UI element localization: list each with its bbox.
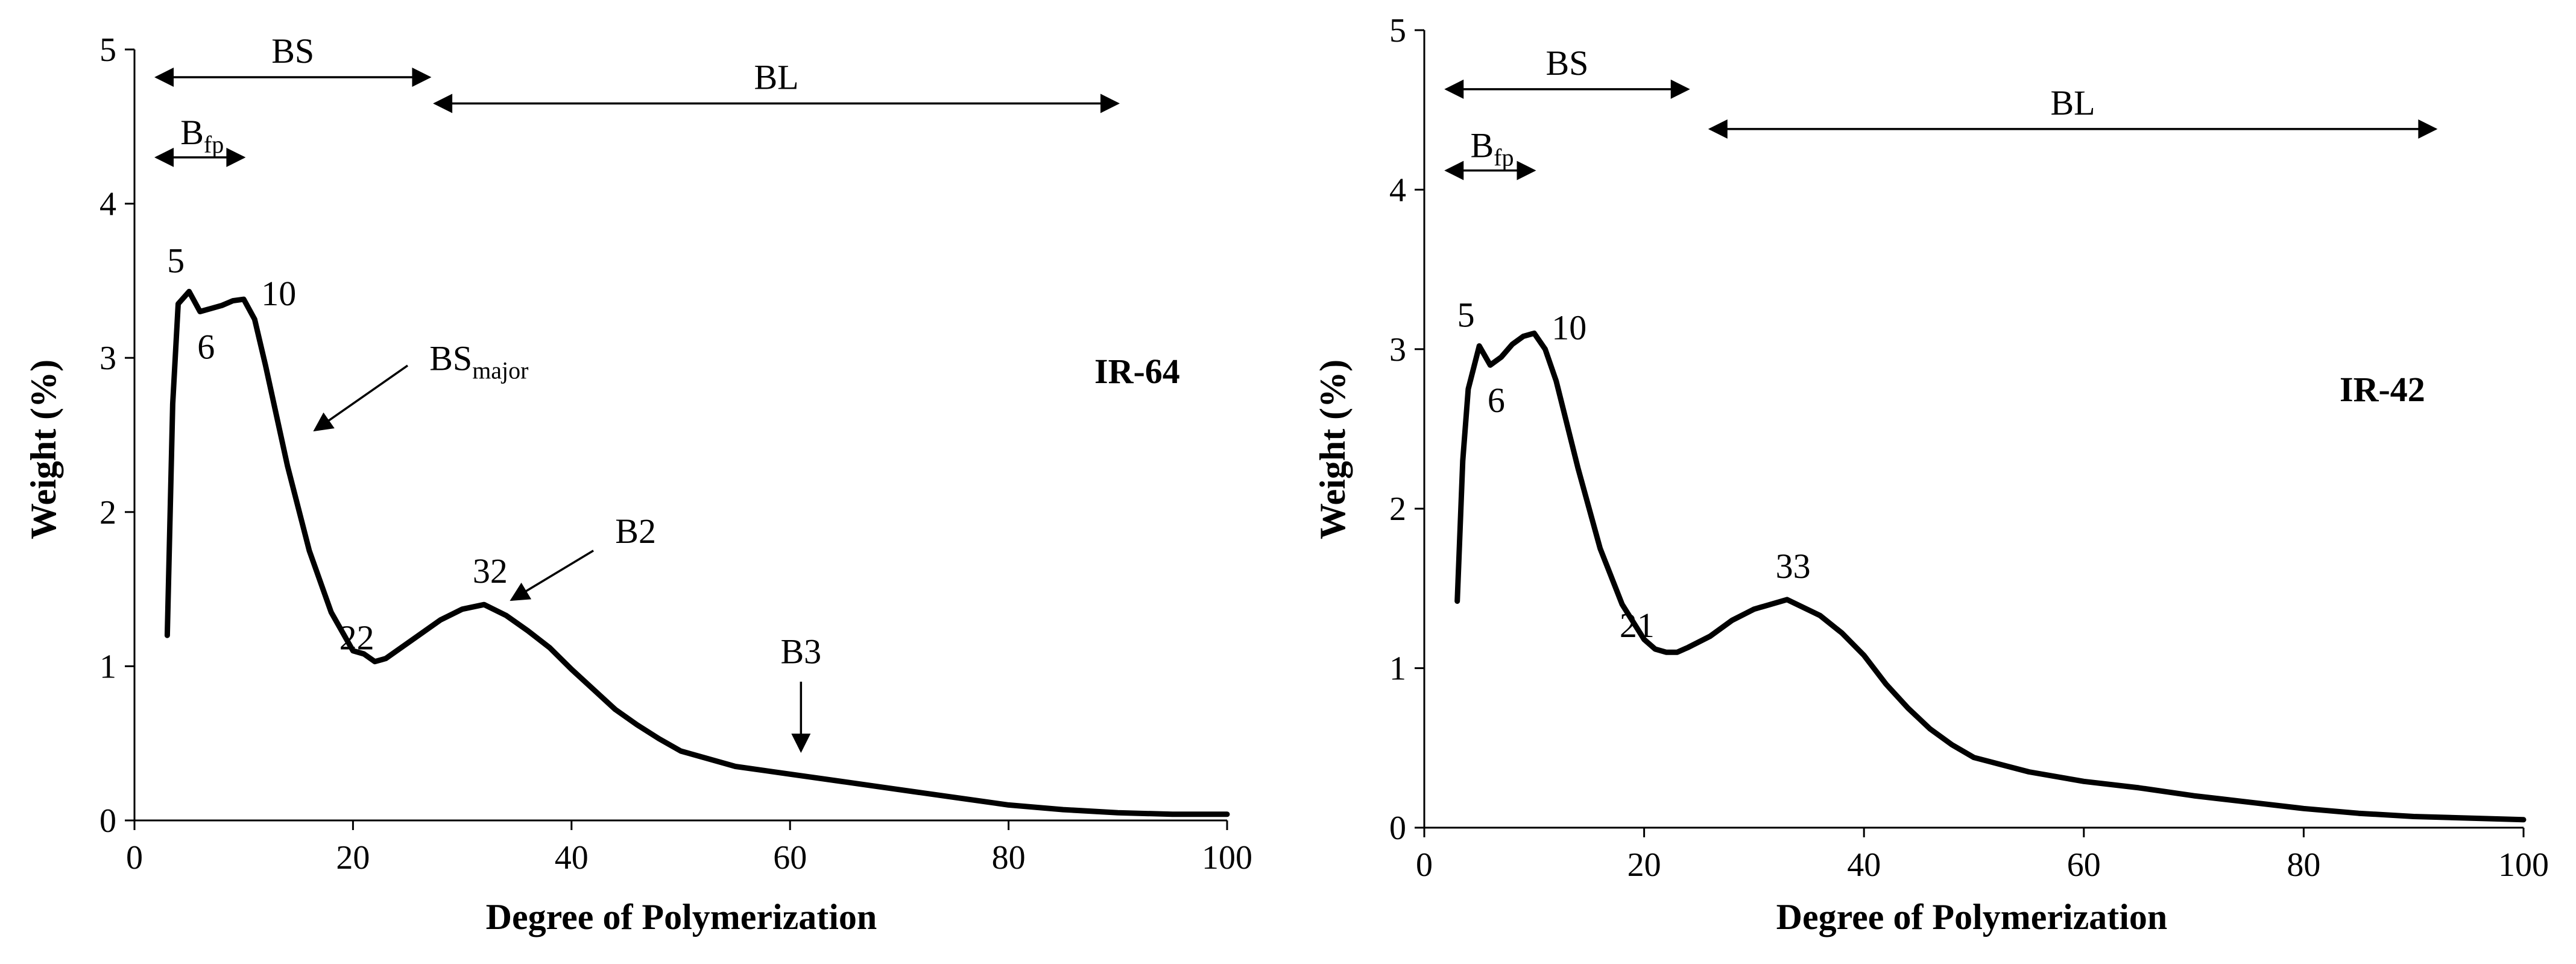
y-tick-label: 0 — [99, 802, 116, 840]
x-tick-label: 40 — [555, 839, 589, 877]
callout-label: B2 — [615, 512, 656, 551]
variety-label-ir42: IR-42 — [2340, 370, 2425, 409]
callout-arrow — [510, 550, 594, 601]
peak-label: 6 — [1488, 381, 1505, 420]
range-arrow-label: BS — [1546, 43, 1589, 83]
axes-ir42 — [1423, 30, 2524, 829]
callout-label-main: B3 — [780, 632, 821, 671]
x-tick-label: 100 — [2498, 846, 2549, 884]
range-arrow-label: BL — [754, 57, 798, 97]
y-tick-label: 4 — [1389, 171, 1406, 209]
y-axis-title-ir64: Weight (%) — [24, 360, 63, 539]
range-arrow-label-sub: fp — [1494, 144, 1514, 171]
range-arrow-label: BS — [271, 31, 314, 71]
y-tick-label: 2 — [99, 494, 116, 531]
x-tick-label: 20 — [1627, 846, 1661, 884]
x-tick-label: 80 — [992, 839, 1026, 877]
y-tick-label: 5 — [99, 31, 116, 69]
y-tick-label: 1 — [1389, 650, 1406, 688]
callout-label: BSmajor — [429, 339, 528, 384]
x-tick-label: 40 — [1847, 846, 1881, 884]
variety-label-ir64: IR-64 — [1094, 352, 1180, 391]
series-line — [1454, 330, 2527, 823]
y-axis-title-text: Weight (%) — [1313, 360, 1353, 539]
y-axis-title-text: Weight (%) — [24, 360, 63, 539]
peak-label: 32 — [473, 551, 508, 591]
y-tick-label: 1 — [99, 648, 116, 685]
x-axis-title-ir64: Degree of Polymerization — [486, 897, 877, 937]
ticks-ir42: 0 1 2 3 4 5 0 20 40 60 80 100 — [1389, 12, 2549, 884]
x-tick-label: 0 — [126, 839, 143, 877]
y-axis-title-ir42: Weight (%) — [1313, 360, 1353, 539]
ticks-ir64: 0 1 2 3 4 5 0 20 40 60 80 100 — [99, 31, 1252, 877]
callout-label-main: BS — [429, 339, 472, 378]
y-tick-label: 2 — [1389, 490, 1406, 528]
peak-label: 10 — [1552, 308, 1586, 347]
series-line — [164, 288, 1230, 817]
callout-arrow — [313, 364, 409, 432]
range-arrow-label-main: B — [1470, 126, 1494, 165]
peak-label: 10 — [261, 274, 296, 313]
peak-label: 6 — [197, 328, 215, 367]
range-arrow-label: Bfp — [180, 113, 224, 158]
x-tick-label: 100 — [1202, 839, 1252, 877]
y-tick-label: 5 — [1389, 12, 1406, 49]
x-tick-label: 0 — [1416, 846, 1433, 884]
y-tick-label: 3 — [1389, 331, 1406, 369]
y-tick-label: 4 — [99, 186, 116, 223]
x-tick-label: 60 — [773, 839, 807, 877]
x-tick-label: 20 — [336, 839, 370, 877]
range-arrow-label-sub: fp — [204, 131, 224, 158]
y-tick-label: 3 — [99, 340, 116, 377]
series-ir64 — [164, 288, 1230, 817]
y-tick-label: 0 — [1389, 810, 1406, 847]
callout-label: B3 — [780, 632, 821, 671]
x-axis-title-ir42: Degree of Polymerization — [1776, 897, 2168, 937]
series-ir42 — [1454, 330, 2527, 823]
chart-ir42: Weight (%) 0 1 2 3 4 5 0 20 40 60 80 100 5 6 10 2 1 33 BS… — [1313, 12, 2549, 937]
x-tick-label: 80 — [2287, 846, 2320, 884]
axes-ir64 — [133, 49, 1227, 822]
peak-label: 5 — [167, 241, 185, 280]
callout-label-main: B2 — [615, 512, 656, 551]
peak-label: 33 — [1776, 547, 1811, 586]
range-arrow-label: Bfp — [1470, 126, 1514, 171]
peak-label: 5 — [1457, 296, 1475, 335]
range-arrow-label: BL — [2051, 83, 2095, 122]
x-tick-label: 60 — [2067, 846, 2101, 884]
range-arrow-label-main: B — [180, 113, 204, 152]
callout-label-sub: major — [472, 357, 528, 384]
